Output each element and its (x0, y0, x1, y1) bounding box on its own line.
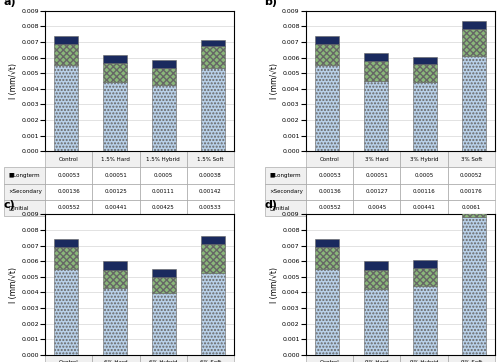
Bar (364, 61, 388, 81)
Bar (152, 85, 176, 151)
Bar (201, 236, 226, 244)
Bar (412, 64, 438, 83)
Bar (152, 269, 176, 277)
Bar (152, 277, 176, 294)
Bar (412, 286, 438, 355)
Bar (54, 248, 78, 269)
Bar (314, 248, 339, 269)
Text: c): c) (4, 200, 15, 210)
Bar (152, 68, 176, 85)
Bar (462, 21, 486, 29)
Bar (201, 40, 226, 46)
Bar (364, 53, 388, 61)
Bar (201, 68, 226, 151)
Bar (314, 269, 339, 355)
Bar (462, 189, 486, 217)
Y-axis label: I (mm/√t): I (mm/√t) (270, 63, 280, 99)
Bar (412, 268, 438, 286)
Bar (364, 261, 388, 270)
Bar (462, 56, 486, 151)
Bar (462, 217, 486, 355)
Bar (412, 83, 438, 151)
Text: a): a) (4, 0, 16, 7)
Bar (54, 269, 78, 355)
Bar (314, 239, 339, 248)
Bar (201, 273, 226, 355)
Bar (54, 239, 78, 248)
Bar (364, 289, 388, 355)
Bar (102, 270, 128, 289)
Bar (412, 260, 438, 268)
Y-axis label: I (mm/√t): I (mm/√t) (10, 63, 18, 99)
Bar (54, 65, 78, 151)
Bar (462, 29, 486, 56)
Bar (462, 181, 486, 189)
Bar (314, 44, 339, 65)
Bar (102, 83, 128, 151)
Bar (102, 55, 128, 63)
Bar (152, 294, 176, 355)
Bar (54, 36, 78, 44)
Bar (102, 289, 128, 355)
Text: b): b) (264, 0, 278, 7)
Bar (102, 63, 128, 83)
Bar (364, 270, 388, 289)
Bar (364, 81, 388, 151)
Bar (314, 65, 339, 151)
Bar (314, 36, 339, 44)
Y-axis label: I (mm/√t): I (mm/√t) (10, 266, 18, 303)
Bar (201, 244, 226, 273)
Bar (102, 261, 128, 270)
Y-axis label: I (mm/√t): I (mm/√t) (270, 266, 280, 303)
Bar (412, 56, 438, 64)
Text: d): d) (264, 200, 278, 210)
Bar (54, 44, 78, 65)
Bar (152, 60, 176, 68)
Bar (201, 46, 226, 68)
